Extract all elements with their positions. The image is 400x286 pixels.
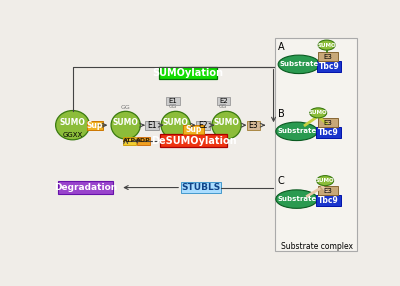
Text: E1: E1 — [147, 121, 157, 130]
Text: GG: GG — [168, 104, 177, 109]
Text: Degradation: Degradation — [54, 183, 117, 192]
Ellipse shape — [56, 111, 90, 140]
Text: B: B — [278, 110, 285, 119]
Bar — [246, 121, 260, 130]
Ellipse shape — [161, 111, 190, 139]
Text: SUMO: SUMO — [163, 118, 189, 127]
Bar — [137, 137, 150, 145]
Text: SUMO: SUMO — [214, 118, 240, 127]
Bar — [183, 125, 204, 134]
Bar — [316, 128, 340, 138]
Text: Tbc9: Tbc9 — [318, 128, 338, 137]
Ellipse shape — [212, 111, 241, 139]
Text: DeSUMOylation: DeSUMOylation — [151, 136, 236, 146]
Bar — [181, 182, 221, 193]
Text: Substrate: Substrate — [277, 196, 316, 202]
Text: ADP: ADP — [136, 138, 151, 143]
Text: SUMO: SUMO — [113, 118, 139, 127]
Text: Sup: Sup — [185, 125, 202, 134]
Bar — [166, 98, 180, 105]
Bar — [316, 195, 340, 206]
Bar — [58, 181, 113, 194]
Text: C: C — [278, 176, 285, 186]
Bar — [275, 38, 358, 251]
Text: SUMOylation: SUMOylation — [152, 68, 224, 78]
Text: E3: E3 — [249, 121, 258, 130]
Text: SUMO: SUMO — [309, 110, 328, 115]
Text: STUBLS: STUBLS — [182, 183, 221, 192]
Bar — [317, 61, 341, 72]
Text: Sup: Sup — [87, 121, 103, 130]
Text: A: A — [278, 42, 284, 52]
Text: Substrate: Substrate — [279, 61, 318, 67]
Text: E2: E2 — [219, 98, 228, 104]
Ellipse shape — [318, 40, 335, 50]
Text: SUMO: SUMO — [60, 118, 86, 127]
Text: GG: GG — [219, 104, 228, 109]
Text: E3: E3 — [324, 120, 333, 126]
Ellipse shape — [276, 122, 318, 141]
Ellipse shape — [276, 190, 318, 208]
Ellipse shape — [317, 176, 334, 186]
Text: GG: GG — [121, 105, 130, 110]
Text: SUMO: SUMO — [317, 43, 336, 47]
Bar — [216, 98, 230, 105]
Bar — [160, 134, 227, 147]
Text: E3: E3 — [324, 54, 333, 60]
Text: ATP: ATP — [123, 138, 136, 143]
Bar — [318, 186, 338, 195]
Bar — [318, 118, 338, 128]
Text: SUMO: SUMO — [316, 178, 334, 183]
Bar — [145, 121, 159, 130]
Bar — [159, 67, 217, 79]
Bar — [87, 121, 102, 130]
Bar — [318, 52, 338, 61]
Ellipse shape — [278, 55, 320, 74]
Text: Tbc9: Tbc9 — [318, 62, 339, 71]
Text: Substrate complex: Substrate complex — [281, 242, 353, 251]
Text: E2: E2 — [198, 121, 208, 130]
Text: E1: E1 — [168, 98, 177, 104]
Bar — [123, 137, 136, 145]
Text: Tbc9: Tbc9 — [318, 196, 338, 205]
Bar — [196, 121, 210, 130]
Text: Substrate: Substrate — [277, 128, 316, 134]
Ellipse shape — [310, 108, 327, 118]
Text: GGXX: GGXX — [62, 132, 83, 138]
Ellipse shape — [111, 111, 140, 139]
Text: E3: E3 — [324, 188, 333, 194]
